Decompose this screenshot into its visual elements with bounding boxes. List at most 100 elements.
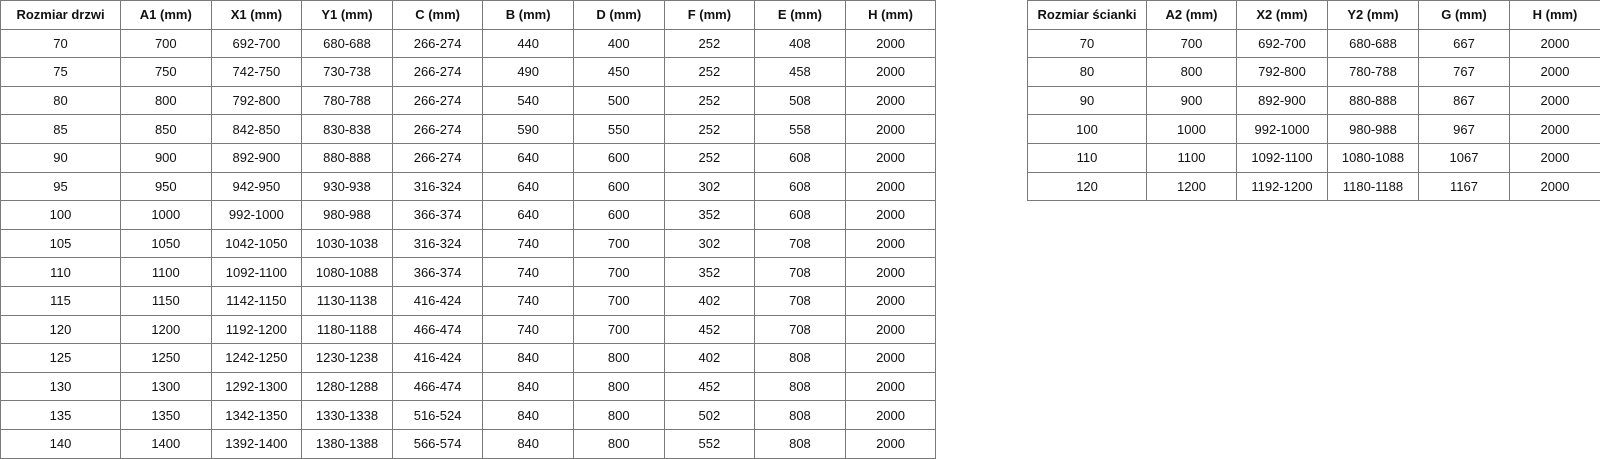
table-cell: 950 [120,171,212,202]
table-cell: 452 [663,314,756,345]
table-cell: 2000 [1509,85,1600,116]
table-cell: 252 [663,114,756,144]
table-cell: 252 [663,85,756,116]
table-cell: 466-474 [391,371,484,402]
table-cell: 708 [754,257,846,287]
table-row: 115 1150 1142-1150 1130-1138 416-424 740 700 40… [0,285,937,316]
table-cell: 70 [0,28,121,59]
table-cell: 1192-1200 [210,314,303,345]
table-cell: 508 [754,85,846,116]
table-cell: 800 [572,428,665,459]
table-row: 70 700 692-700 680-688 266-274 440 400 252 408 20… [0,28,937,59]
table-cell: 516-524 [391,400,484,430]
table-cell: 2000 [844,400,937,430]
table-cell: 842-850 [210,114,303,144]
column-header: A1 (mm) [120,0,212,30]
table-row: 135 1350 1342-1350 1330-1338 516-524 840 800 50… [0,400,937,430]
table-cell: 800 [572,343,665,373]
table-row: 80 800 792-800 780-788 266-274 540 500 252 508 20… [0,85,937,116]
table-cell: 266-274 [391,28,484,59]
table-cell: 2000 [844,285,937,316]
table-cell: 1342-1350 [210,400,303,430]
table-cell: 750 [120,57,212,87]
column-header: E (mm) [754,0,846,30]
table-cell: 780-788 [301,85,393,116]
table-cell: 452 [663,371,756,402]
table-row: 70 700 692-700 680-688 667 2000 [1027,28,1600,59]
table-cell: 502 [663,400,756,430]
table-cell: 892-900 [1236,85,1328,116]
table-cell: 900 [1146,85,1237,116]
column-header: X1 (mm) [210,0,303,30]
table-cell: 800 [120,85,212,116]
table-cell: 1092-1100 [1236,142,1328,173]
table-cell: 458 [754,57,846,87]
table-cell: 1100 [120,257,212,287]
table-cell: 2000 [844,57,937,87]
table-cell: 366-374 [391,257,484,287]
table-cell: 2000 [1509,142,1600,173]
table-cell: 808 [754,400,846,430]
table-cell: 980-988 [1327,114,1419,144]
table-cell: 302 [663,171,756,202]
table-cell: 600 [572,142,665,173]
table-cell: 708 [754,314,846,345]
table-cell: 266-274 [391,85,484,116]
column-header: B (mm) [482,0,574,30]
wall-size-table: Rozmiar ścianki A2 (mm) X2 (mm) Y2 (mm) G (m… [1027,0,1600,202]
table-cell: 1230-1238 [301,343,393,373]
table-cell: 608 [754,200,846,230]
table-row: 105 1050 1042-1050 1030-1038 316-324 740 700 30… [0,228,937,259]
table-cell: 640 [482,142,574,173]
table-cell: 490 [482,57,574,87]
table-cell: 1200 [1146,171,1237,202]
table-cell: 708 [754,285,846,316]
table-cell: 1080-1088 [1327,142,1419,173]
table-cell: 667 [1418,28,1510,59]
table-cell: 930-938 [301,171,393,202]
table-cell: 1192-1200 [1236,171,1328,202]
table-cell: 408 [754,28,846,59]
table-cell: 808 [754,428,846,459]
table-cell: 402 [663,343,756,373]
column-header: G (mm) [1418,0,1510,30]
table-row: 140 1400 1392-1400 1380-1388 566-574 840 800 55… [0,428,937,459]
table-cell: 992-1000 [210,200,303,230]
table-cell: 1030-1038 [301,228,393,259]
table-header-row: Rozmiar drzwi A1 (mm) X1 (mm) Y1 (mm) C (mm)… [0,0,937,30]
table-cell: 1292-1300 [210,371,303,402]
table-cell: 608 [754,171,846,202]
table-cell: 316-324 [391,171,484,202]
table-cell: 2000 [844,171,937,202]
table-cell: 2000 [844,314,937,345]
table-row: 85 850 842-850 830-838 266-274 590 550 252 558 20… [0,114,937,144]
table-cell: 808 [754,343,846,373]
table-cell: 85 [0,114,121,144]
table-cell: 740 [482,257,574,287]
table-cell: 1130-1138 [301,285,393,316]
table-row: 120 1200 1192-1200 1180-1188 1167 2000 [1027,171,1600,202]
table-cell: 980-988 [301,200,393,230]
table-cell: 2000 [844,114,937,144]
table-cell: 252 [663,142,756,173]
table-cell: 780-788 [1327,57,1419,87]
table-cell: 708 [754,228,846,259]
table-cell: 2000 [1509,28,1600,59]
table-cell: 2000 [844,343,937,373]
table-cell: 700 [1146,28,1237,59]
table-cell: 90 [1027,85,1147,116]
table-cell: 942-950 [210,171,303,202]
table-row: 95 950 942-950 930-938 316-324 640 600 302 608 20… [0,171,937,202]
column-header: H (mm) [1509,0,1600,30]
table-cell: 840 [482,400,574,430]
table-cell: 1100 [1146,142,1237,173]
table-cell: 640 [482,171,574,202]
table-cell: 80 [0,85,121,116]
table-row: 120 1200 1192-1200 1180-1188 466-474 740 700 45… [0,314,937,345]
table-cell: 302 [663,228,756,259]
table-cell: 2000 [844,371,937,402]
table-cell: 100 [1027,114,1147,144]
table-cell: 110 [0,257,121,287]
table-cell: 800 [572,400,665,430]
table-cell: 1200 [120,314,212,345]
